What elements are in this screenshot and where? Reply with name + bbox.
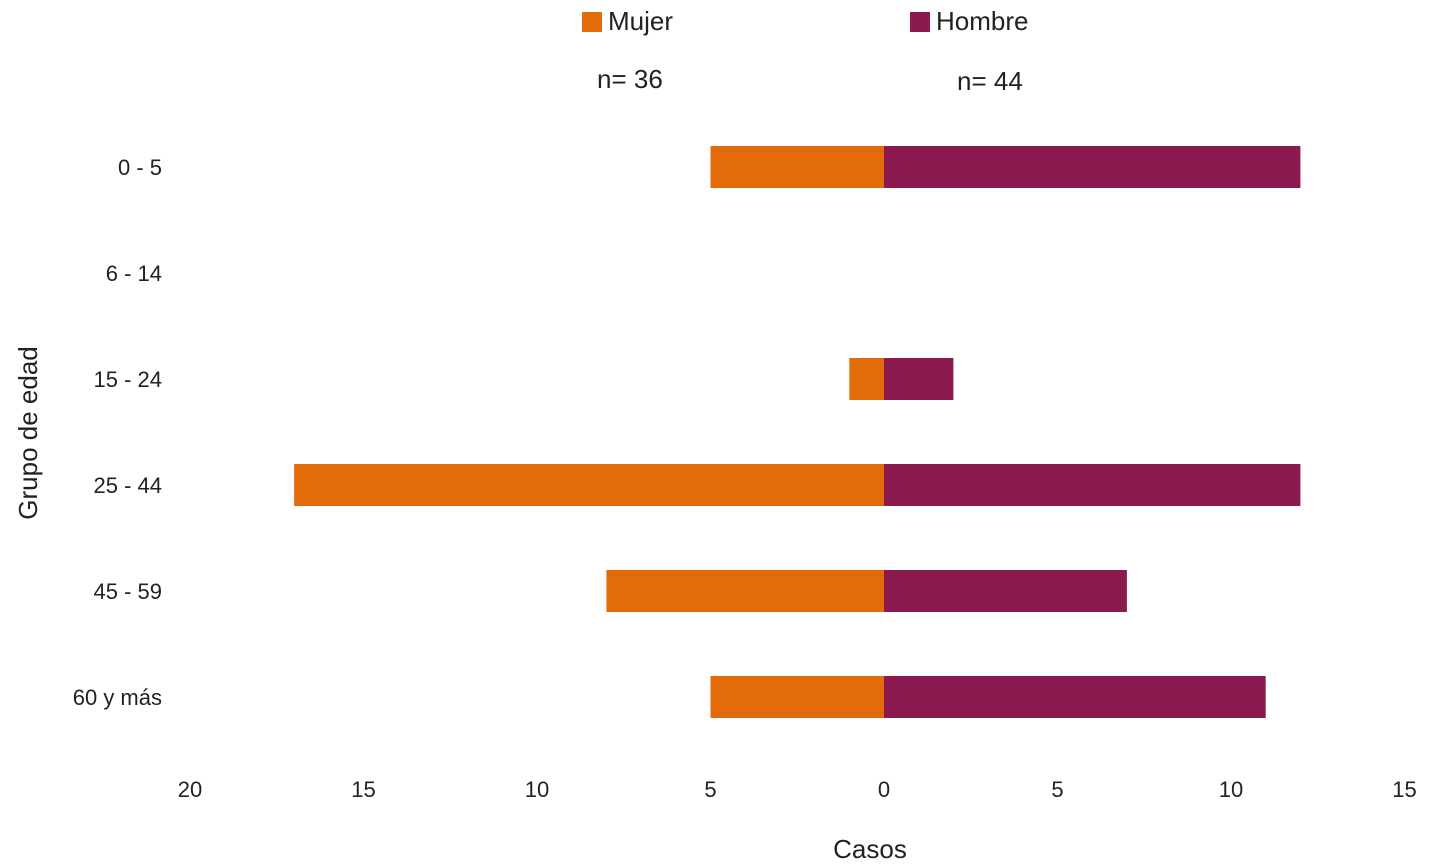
- legend-item-mujer: Mujer: [582, 6, 673, 37]
- x-tick-label: 20: [178, 777, 202, 802]
- bar-hombre: [884, 358, 954, 400]
- bar-mujer: [294, 464, 885, 506]
- bar-mujer: [849, 358, 884, 400]
- x-tick-label: 10: [525, 777, 549, 802]
- bars-group: [294, 146, 1301, 718]
- category-label: 60 y más: [73, 685, 162, 710]
- x-tick-label: 5: [1051, 777, 1063, 802]
- bar-hombre: [884, 464, 1301, 506]
- x-axis-title: Casos: [833, 834, 907, 864]
- bar-hombre: [884, 570, 1127, 612]
- x-tick-labels: 20 15 10 5 0 5 10 15: [178, 777, 1417, 802]
- bar-hombre: [884, 146, 1301, 188]
- n-count-hombre: n= 44: [957, 66, 1023, 96]
- bar-mujer: [606, 570, 884, 612]
- category-label: 25 - 44: [94, 473, 163, 498]
- bar-mujer: [710, 146, 884, 188]
- legend-label-hombre: Hombre: [936, 6, 1029, 36]
- x-tick-label: 5: [704, 777, 716, 802]
- category-label: 45 - 59: [94, 579, 163, 604]
- legend-swatch-hombre: [910, 11, 930, 32]
- category-label: 0 - 5: [118, 155, 162, 180]
- x-tick-label: 0: [878, 777, 890, 802]
- n-count-mujer: n= 36: [597, 64, 663, 94]
- category-label: 6 - 14: [106, 261, 162, 286]
- bar-hombre: [884, 676, 1266, 718]
- category-labels: 0 - 5 6 - 14 15 - 24 25 - 44 45 - 59 60 y más: [73, 155, 162, 710]
- category-label: 15 - 24: [94, 367, 163, 392]
- x-tick-label: 10: [1219, 777, 1243, 802]
- bar-mujer: [710, 676, 884, 718]
- legend-label-mujer: Mujer: [608, 6, 674, 36]
- legend-item-hombre: Hombre: [910, 6, 1028, 37]
- legend-swatch-mujer: [582, 11, 602, 32]
- x-tick-label: 15: [1392, 777, 1416, 802]
- x-tick-label: 15: [351, 777, 375, 802]
- y-axis-title: Grupo de edad: [13, 346, 43, 519]
